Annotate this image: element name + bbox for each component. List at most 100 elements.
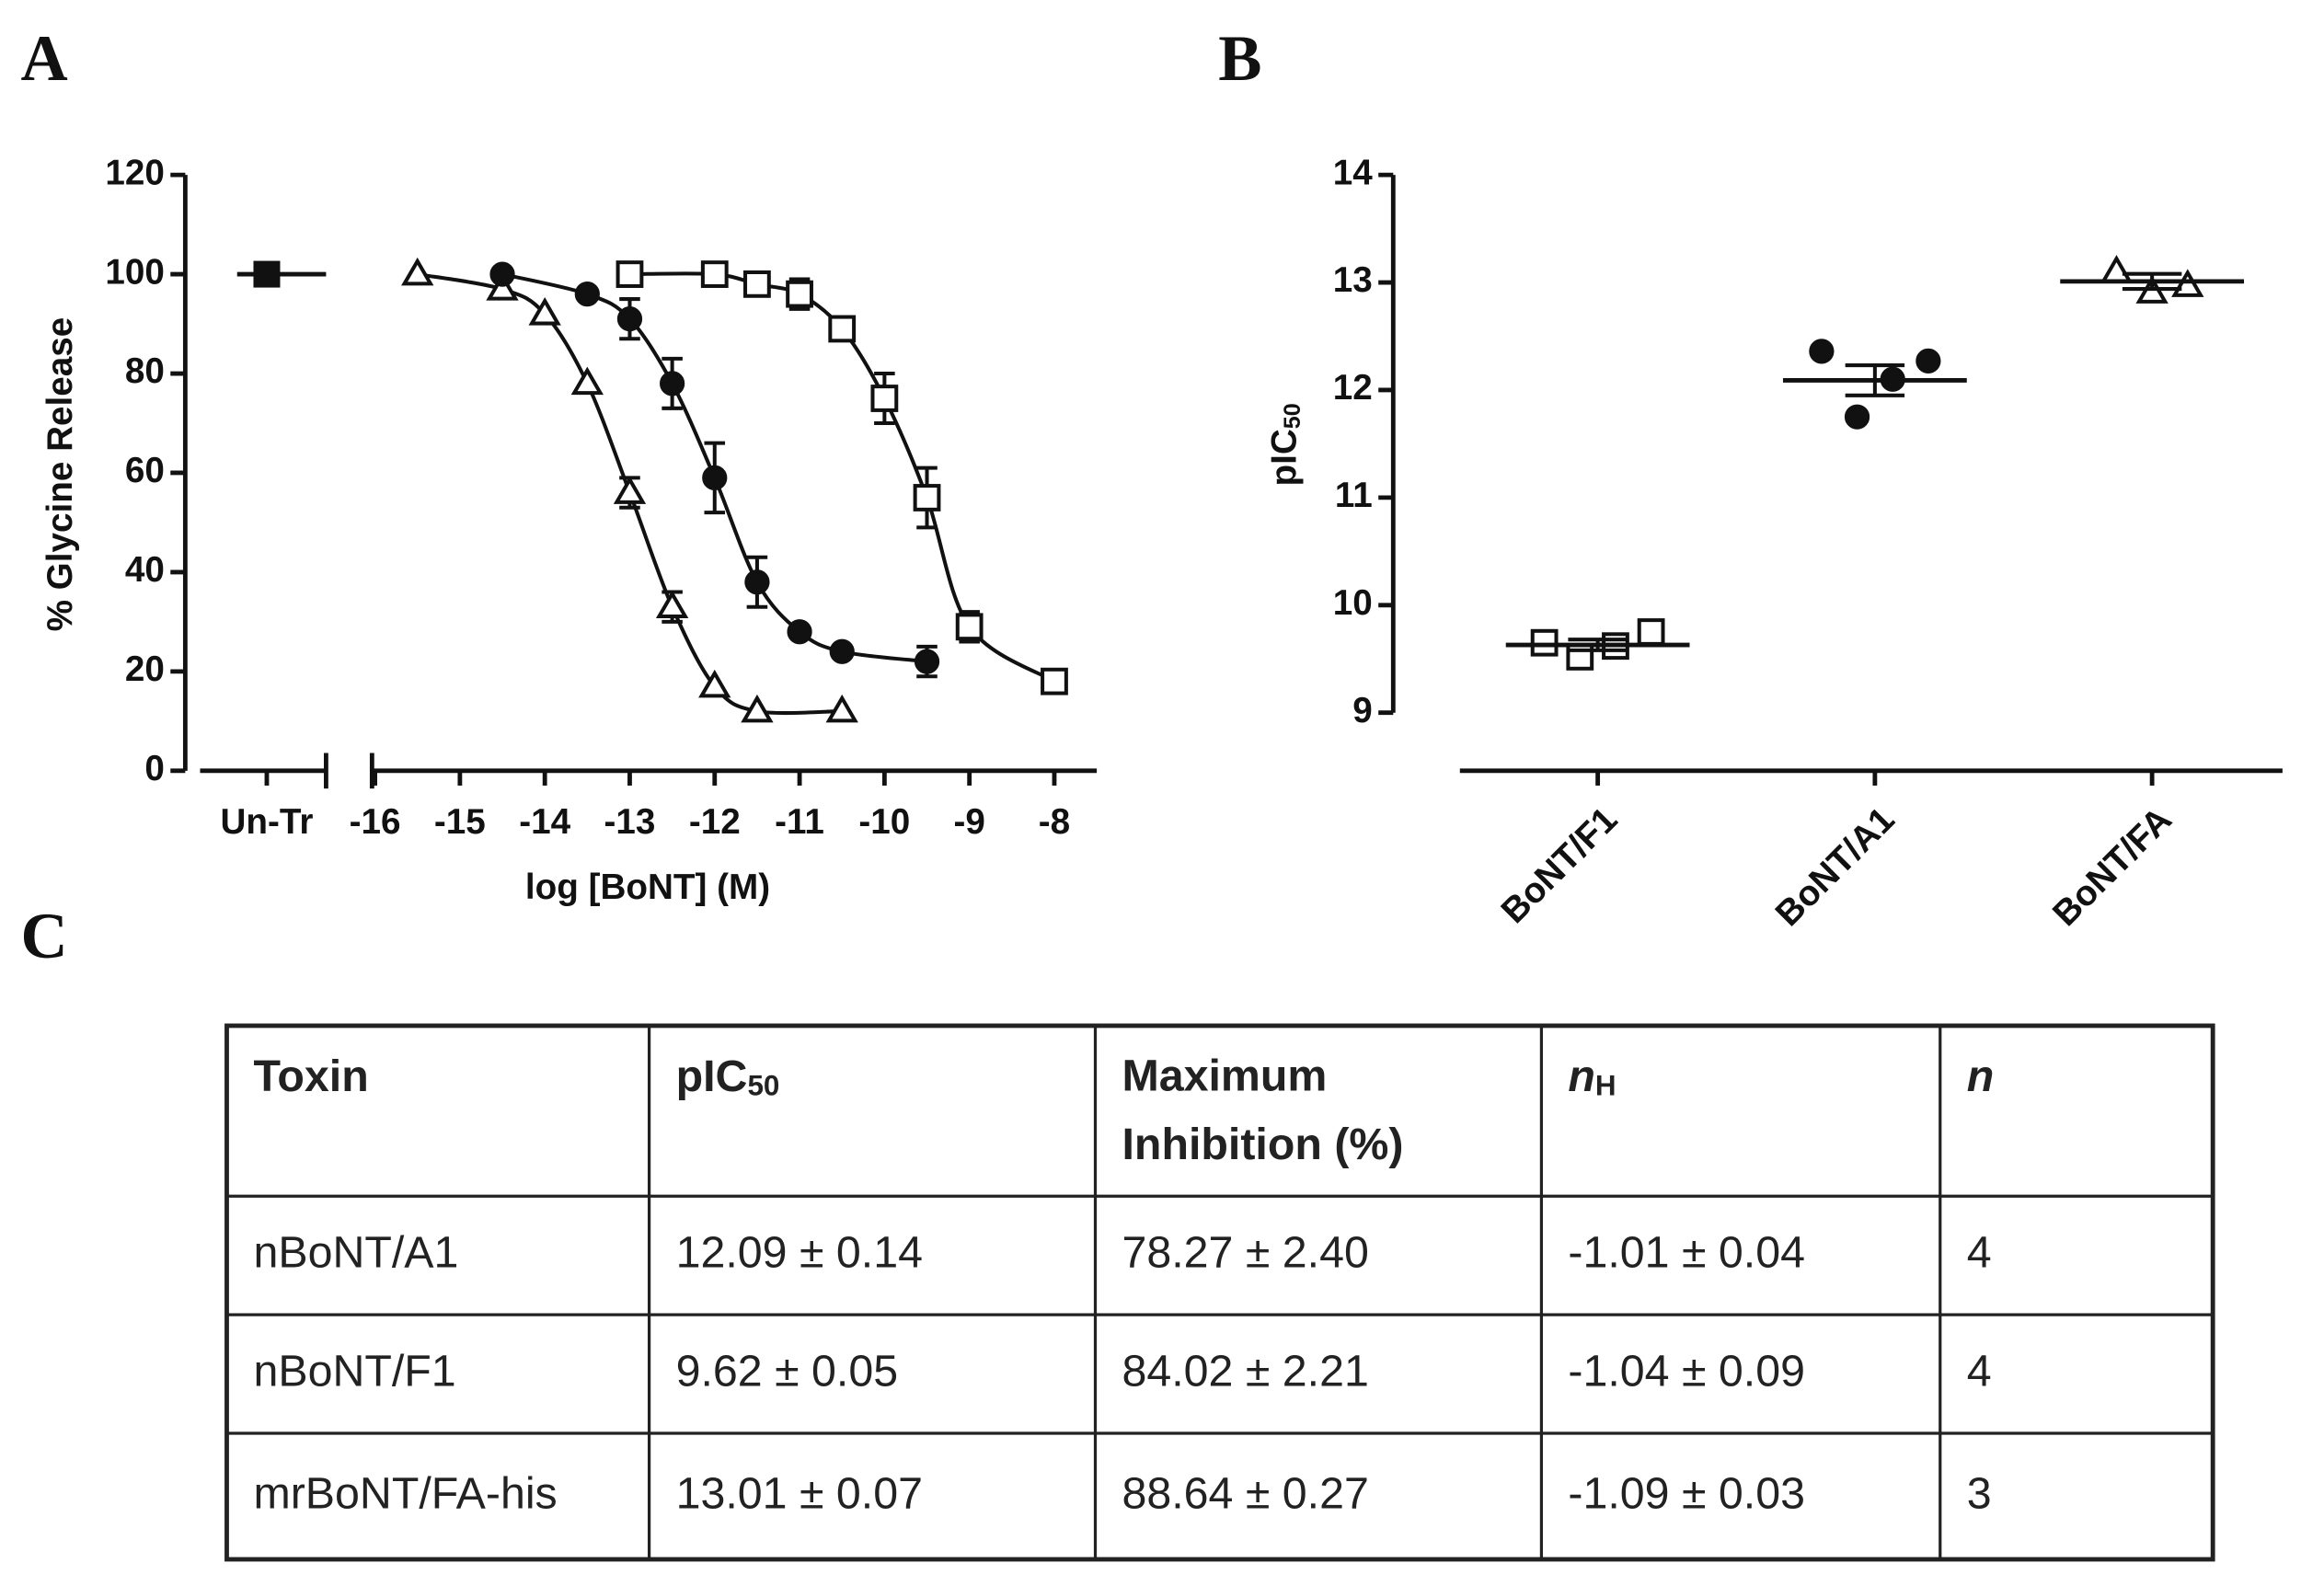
point bbox=[1916, 348, 1941, 374]
point bbox=[741, 694, 774, 723]
table-cell: -1.04 ± 0.09 bbox=[1568, 1346, 1805, 1396]
point bbox=[743, 270, 771, 298]
point bbox=[570, 366, 604, 396]
panel-label: B bbox=[1218, 23, 1261, 95]
point bbox=[828, 315, 857, 343]
table-cell: nBoNT/F1 bbox=[253, 1346, 455, 1396]
x-tick-label: -16 bbox=[350, 802, 401, 842]
point bbox=[1844, 404, 1870, 430]
panel-label: C bbox=[21, 901, 68, 972]
point bbox=[1637, 618, 1665, 646]
point bbox=[660, 371, 685, 396]
x-tick-label: BoNT/F1 bbox=[1494, 799, 1626, 931]
table-cell: -1.01 ± 0.04 bbox=[1568, 1227, 1805, 1277]
table-cell: nBoNT/A1 bbox=[253, 1227, 458, 1277]
error-bar bbox=[2122, 271, 2182, 292]
table-header: Maximum bbox=[1122, 1052, 1328, 1101]
point bbox=[744, 569, 770, 595]
label-text: pIC bbox=[1265, 429, 1305, 486]
y-tick-label: 80 bbox=[125, 351, 165, 391]
x-tick-label: -14 bbox=[519, 802, 570, 842]
point bbox=[574, 282, 600, 307]
point bbox=[786, 280, 813, 308]
x-axis-title: log [BoNT] (M) bbox=[525, 868, 770, 907]
point bbox=[528, 297, 561, 326]
label-text: n bbox=[1568, 1052, 1595, 1101]
x-tick-label: -9 bbox=[953, 802, 984, 842]
table-cell: -1.09 ± 0.03 bbox=[1568, 1468, 1805, 1518]
table-cell: 3 bbox=[1967, 1468, 1992, 1518]
panel-label: A bbox=[21, 23, 68, 95]
point bbox=[829, 638, 855, 664]
error-bar bbox=[1845, 363, 1905, 397]
table-cell: mrBoNT/FA-his bbox=[253, 1468, 557, 1518]
table-border bbox=[224, 1023, 2215, 1562]
y-tick-label: 0 bbox=[144, 749, 164, 788]
point bbox=[955, 613, 984, 641]
point bbox=[1041, 667, 1068, 695]
label-sub: H bbox=[1595, 1070, 1616, 1102]
table-header: pIC50 bbox=[676, 1052, 780, 1102]
table-cell: 84.02 ± 2.21 bbox=[1122, 1346, 1369, 1396]
label-sub: 50 bbox=[747, 1070, 779, 1102]
x-tick-label: -8 bbox=[1039, 802, 1070, 842]
point bbox=[825, 694, 858, 723]
x-tick-label: BoNT/A1 bbox=[1768, 799, 1903, 934]
point bbox=[489, 261, 515, 287]
point bbox=[655, 590, 689, 619]
x-tick-label: -11 bbox=[775, 802, 824, 842]
point bbox=[1809, 339, 1835, 364]
y-tick-label: 20 bbox=[125, 649, 165, 689]
point bbox=[870, 385, 899, 412]
point bbox=[616, 260, 644, 288]
y-tick-label: 14 bbox=[1333, 153, 1373, 192]
point bbox=[616, 306, 643, 332]
point bbox=[2100, 255, 2134, 283]
point bbox=[2171, 269, 2204, 297]
table-cell: 78.27 ± 2.40 bbox=[1122, 1227, 1369, 1277]
table-header: nH bbox=[1568, 1052, 1616, 1102]
table-cell: 12.09 ± 0.14 bbox=[676, 1227, 923, 1277]
x-tick-label: BoNT/FA bbox=[2045, 799, 2180, 934]
point bbox=[700, 260, 729, 288]
y-tick-label: 60 bbox=[125, 451, 165, 490]
x-tick-label: -10 bbox=[858, 802, 910, 842]
point bbox=[486, 272, 519, 301]
table-cell: 9.62 ± 0.05 bbox=[676, 1346, 898, 1396]
x-tick-label: Un-Tr bbox=[221, 802, 314, 842]
label-sub: 50 bbox=[1280, 403, 1306, 429]
y-tick-label: 12 bbox=[1333, 368, 1373, 408]
label-text: n bbox=[1967, 1052, 1995, 1101]
point bbox=[914, 649, 940, 674]
label-text: pIC bbox=[676, 1052, 748, 1101]
x-tick-label: -15 bbox=[434, 802, 486, 842]
y-tick-label: 11 bbox=[1335, 476, 1373, 515]
label-text: Toxin bbox=[253, 1052, 368, 1101]
table-cell: 4 bbox=[1967, 1346, 1992, 1396]
table-header: Toxin bbox=[253, 1052, 368, 1101]
point bbox=[401, 257, 434, 286]
y-tick-label: 10 bbox=[1333, 583, 1373, 623]
y-tick-label: 120 bbox=[105, 153, 164, 192]
y-tick-label: 9 bbox=[1352, 691, 1372, 730]
table-header: n bbox=[1967, 1052, 1995, 1101]
y-axis-title: % Glycine Release bbox=[40, 317, 80, 632]
error-bar bbox=[1568, 638, 1628, 652]
point bbox=[702, 465, 728, 490]
untreated-point bbox=[253, 260, 281, 288]
point bbox=[913, 484, 941, 511]
table-cell: 13.01 ± 0.07 bbox=[676, 1468, 923, 1518]
table-header: Inhibition (%) bbox=[1122, 1120, 1404, 1169]
y-axis-title: pIC50 bbox=[1265, 403, 1306, 486]
y-tick-label: 13 bbox=[1333, 260, 1373, 300]
table-cell: 88.64 ± 0.27 bbox=[1122, 1468, 1369, 1518]
y-tick-label: 40 bbox=[125, 550, 165, 590]
point bbox=[613, 476, 647, 504]
point bbox=[698, 669, 731, 698]
x-tick-label: -12 bbox=[689, 802, 741, 842]
table-cell: 4 bbox=[1967, 1227, 1992, 1277]
point bbox=[787, 619, 812, 645]
y-tick-label: 100 bbox=[105, 252, 164, 292]
x-tick-label: -13 bbox=[604, 802, 656, 842]
